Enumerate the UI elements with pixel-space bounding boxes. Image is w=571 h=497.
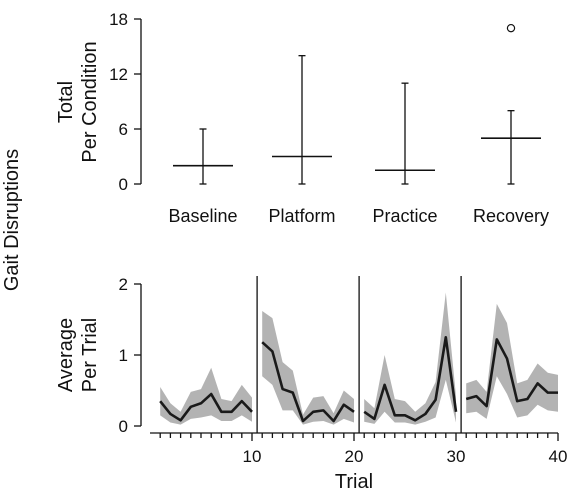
- category-label: Practice: [372, 206, 437, 226]
- bottom-panel-linechart: Average Per Trial 0 1 2 10 20 30 40 Trial: [55, 275, 567, 493]
- bottom-dividers: [256, 276, 462, 433]
- bottom-ylabel-line1: Average: [55, 318, 77, 392]
- category-label: Baseline: [168, 206, 237, 226]
- bottom-xtick-label: 10: [243, 447, 262, 466]
- top-ytick-label: 12: [109, 65, 128, 84]
- category-label: Recovery: [473, 206, 549, 226]
- bottom-lines: [159, 335, 558, 423]
- bottom-xtick-label: 40: [549, 447, 568, 466]
- bottom-xlabel: Trial: [335, 471, 373, 493]
- series-line: [363, 335, 458, 422]
- confidence-band: [262, 310, 354, 425]
- series-line: [465, 338, 558, 408]
- bottom-ylabel-line2: Per Trial: [79, 318, 101, 392]
- bottom-xtick-label: 20: [345, 447, 364, 466]
- confidence-band: [160, 367, 252, 425]
- outlier-point: [506, 23, 516, 33]
- top-xlabels: Baseline Platform Practice Recovery: [168, 206, 549, 226]
- bottom-ytick-label: 2: [119, 275, 128, 294]
- bottom-ytick-label: 1: [119, 346, 128, 365]
- top-yticks: 0 6 12 18: [109, 10, 141, 194]
- series-line: [261, 341, 355, 423]
- top-ylabel-line2: Per Condition: [79, 41, 101, 162]
- confidence-band: [466, 303, 558, 419]
- top-boxes: [173, 23, 541, 185]
- category-label: Platform: [268, 206, 335, 226]
- bottom-xticks: 10 20 30 40: [159, 433, 568, 466]
- bottom-xtick-label: 30: [447, 447, 466, 466]
- shared-ylabel: Gait Disruptions: [1, 149, 23, 291]
- top-panel-boxplot: Total Per Condition 0 6 12 18 Baseline Platf…: [55, 10, 549, 226]
- top-ytick-label: 18: [109, 10, 128, 29]
- top-ytick-label: 0: [119, 175, 128, 194]
- top-ylabel-line1: Total: [55, 81, 77, 123]
- series-line: [159, 392, 253, 422]
- top-ytick-label: 6: [119, 120, 128, 139]
- bottom-ytick-label: 0: [119, 417, 128, 436]
- bottom-yticks: 0 1 2: [119, 275, 141, 436]
